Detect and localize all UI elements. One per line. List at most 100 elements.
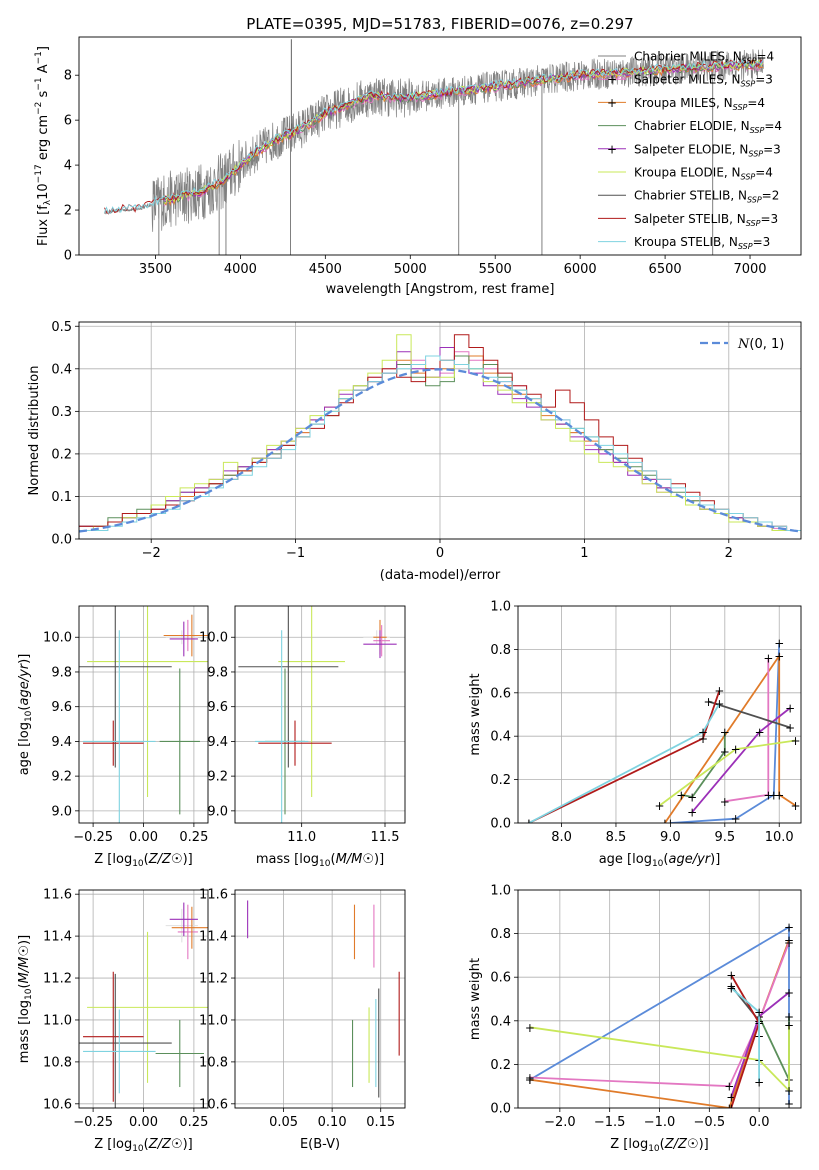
- y-tick-label: 11.0: [43, 1013, 72, 1028]
- error-bars: [79, 902, 208, 1108]
- y-tick-label: 0.0: [490, 817, 511, 832]
- legend-label: Kroupa MILES, NSSP=4: [634, 96, 765, 112]
- legend-marker: +: [607, 96, 617, 110]
- weight-marker: +: [784, 936, 794, 950]
- gaussian-curve: [79, 368, 801, 533]
- weight-marker: +: [726, 982, 736, 996]
- weight-marker: +: [784, 986, 794, 1000]
- mass_vs_ebv-panel: 0.05 0.10 0.15 10.6 10.8 11.0 11.2 11.4 11.6 E(B-…: [199, 888, 406, 1152]
- legend-label: Salpeter MILES, NSSP=3: [634, 73, 773, 89]
- weight-marker: +: [724, 1102, 734, 1116]
- y-tick-label: 0.0: [490, 1102, 511, 1117]
- weight-marker: +: [720, 795, 730, 809]
- y-tick-label: 11.2: [43, 972, 72, 987]
- legend-marker: +: [607, 142, 617, 156]
- y-tick-label: 0.4: [490, 730, 511, 745]
- weight-marker: +: [698, 732, 708, 746]
- y-tick-label: 9.0: [51, 804, 72, 819]
- y-tick-label: 0.1: [51, 490, 72, 505]
- axes-frame: [234, 889, 406, 1109]
- y-tick-label: 0.6: [490, 686, 511, 701]
- weight-marker: +: [687, 790, 697, 804]
- x-axis-label: mass [log10(M/M☉)]: [256, 852, 384, 869]
- x-tick-label: 8.0: [551, 830, 572, 845]
- model-spectrum: [104, 58, 764, 215]
- y-tick-label: 11.6: [199, 888, 228, 903]
- x-axis-label: (data-model)/error: [380, 568, 501, 583]
- x-tick-label: 0.0: [749, 1115, 770, 1130]
- weight-line: [664, 652, 797, 823]
- x-axis-label: Z [log10(Z/Z☉)]: [94, 852, 193, 869]
- weight-marker: +: [714, 684, 724, 698]
- weight-marker: +: [784, 921, 794, 935]
- y-axis-label: Flux [fλ10−17 erg cm−2 s−1 A−1]: [34, 46, 53, 246]
- x-axis-label: wavelength [Angstrom, rest frame]: [326, 282, 555, 297]
- weight-marker: +: [769, 788, 779, 802]
- weight-marker: +: [785, 701, 795, 715]
- weight-marker: +: [726, 1091, 736, 1105]
- weight-line: [681, 731, 726, 798]
- age_vs_mass-panel: 11.0 11.5 9.0 9.2 9.4 9.6 9.8 10.0 mass [log10(M…: [199, 605, 406, 869]
- weight-marker: +: [726, 979, 736, 993]
- axes-frame: [78, 36, 802, 256]
- y-tick-label: 0.2: [490, 773, 511, 788]
- x-tick-label: −1: [286, 546, 305, 561]
- weight-lines: ++++++++++++++++++++++++++++++: [525, 921, 794, 1116]
- error-bars: [79, 606, 208, 823]
- legend-label: Salpeter ELODIE, NSSP=3: [634, 142, 781, 158]
- y-tick-label: 9.8: [51, 665, 72, 680]
- y-tick-label: 6: [64, 114, 72, 129]
- x-tick-label: 8.5: [606, 830, 627, 845]
- weight-marker: +: [525, 1071, 535, 1085]
- x-tick-label: −0.25: [73, 830, 113, 845]
- weight-marker: +: [726, 1102, 736, 1116]
- weight-marker: +: [755, 725, 765, 739]
- histograms: [79, 334, 801, 539]
- y-tick-label: 11.4: [43, 930, 72, 945]
- weight-marker: +: [785, 721, 795, 735]
- y-tick-label: 9.4: [207, 735, 228, 750]
- weight-marker: +: [720, 725, 730, 739]
- weight-marker: +: [791, 799, 801, 813]
- weight-marker: +: [703, 695, 713, 709]
- weight-marker: +: [720, 745, 730, 759]
- y-axis-label: mass weight: [468, 958, 483, 1040]
- y-tick-label: 9.4: [51, 735, 72, 750]
- x-tick-label: 9.5: [714, 830, 735, 845]
- x-tick-label: 6000: [564, 262, 597, 277]
- weight-marker: +: [726, 969, 736, 983]
- legend-label: Chabrier STELIB, NSSP=2: [634, 189, 779, 205]
- y-tick-label: 1.0: [490, 600, 511, 615]
- weight-marker: +: [754, 1075, 764, 1089]
- y-tick-label: 4: [64, 159, 72, 174]
- y-tick-label: 0.5: [51, 320, 72, 335]
- x-tick-label: 11.0: [287, 830, 316, 845]
- weight-marker: +: [724, 1080, 734, 1094]
- x-tick-label: 7000: [733, 262, 766, 277]
- x-tick-label: −2.0: [544, 1115, 576, 1130]
- spectrum-data: [104, 39, 764, 255]
- x-tick-label: 5500: [479, 262, 512, 277]
- model-spectrum: [104, 59, 764, 214]
- weight_vs_age-panel: + ++++++++ +++ +++++++++++++++++8.0 8.5 9.0 9.…: [468, 600, 802, 869]
- weight-line: [708, 700, 791, 729]
- legend-label: Chabrier MILES, NSSP=4: [634, 50, 774, 66]
- legend-label: Salpeter STELIB, NSSP=3: [634, 212, 778, 228]
- y-tick-label: 9.8: [207, 665, 228, 680]
- weight-marker: +: [524, 817, 534, 831]
- weight-marker: +: [660, 817, 670, 831]
- y-tick-label: 0: [64, 249, 72, 264]
- y-tick-label: 0.2: [51, 447, 72, 462]
- y-tick-label: 11.0: [199, 1013, 228, 1028]
- y-tick-label: 10.6: [43, 1097, 72, 1112]
- weight-marker: +: [524, 817, 534, 831]
- y-tick-label: 9.2: [207, 770, 228, 785]
- x-tick-label: 11.5: [371, 830, 400, 845]
- x-tick-label: 0.00: [129, 830, 158, 845]
- weight-line: [658, 739, 796, 807]
- y-axis-label: mass weight: [468, 673, 483, 755]
- y-tick-label: 10.6: [199, 1097, 228, 1112]
- weight-marker: +: [714, 697, 724, 711]
- weight-marker: +: [731, 743, 741, 757]
- weight-marker: +: [525, 1021, 535, 1035]
